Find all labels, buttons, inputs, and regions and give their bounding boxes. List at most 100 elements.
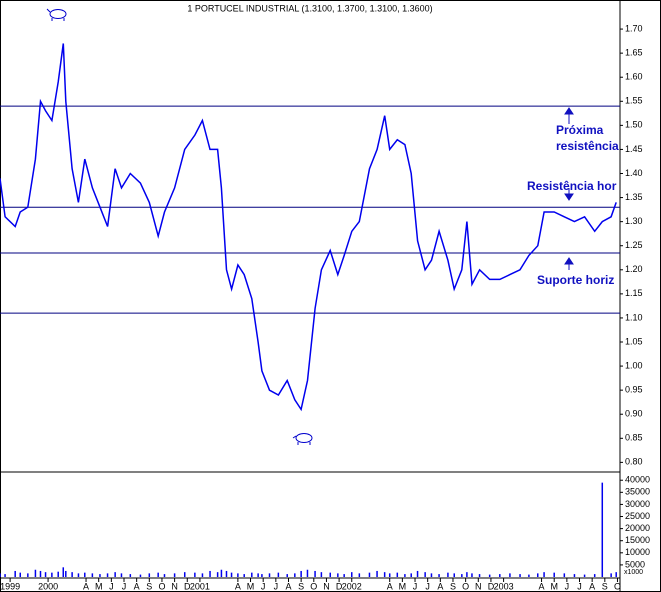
volume-bar	[573, 574, 576, 577]
volume-bar	[157, 572, 159, 577]
volume-bar	[424, 572, 426, 577]
volume-bar	[201, 573, 204, 577]
x-tick-label: 1999	[0, 581, 20, 591]
arrows	[564, 107, 574, 270]
y-tick-label: 1.60	[625, 72, 643, 82]
volume-bar	[220, 569, 223, 577]
x-tick-label: M	[399, 581, 407, 591]
y-tick-label: 1.30	[625, 216, 643, 226]
volume-bar	[183, 572, 186, 577]
x-tick-label: J	[413, 581, 418, 591]
volume-bar	[65, 570, 67, 577]
volume-bar	[84, 572, 86, 577]
volume-bar	[358, 573, 361, 577]
volume-bar	[44, 572, 47, 577]
y-tick-label: 0.90	[625, 409, 643, 419]
volume-bar	[237, 573, 239, 577]
volume-bar	[4, 574, 6, 577]
x-tick-label: A	[235, 581, 241, 591]
y-tick-label: 0.80	[625, 457, 643, 467]
x-tick-label: J	[274, 581, 279, 591]
y-tick-label: 1.35	[625, 192, 643, 202]
volume-bar	[306, 569, 309, 577]
y-tick-label: 1.15	[625, 288, 643, 298]
price-line	[0, 43, 617, 412]
volume-bar	[601, 482, 604, 577]
y2-tick-label: 25000	[625, 511, 650, 521]
x-tick-label: M	[550, 581, 558, 591]
volume-bar	[478, 574, 481, 577]
volume-bar	[300, 570, 302, 577]
x-tick-label: S	[602, 581, 608, 591]
x-tick-label: J	[109, 581, 114, 591]
y-tick-label: 1.50	[625, 120, 643, 130]
volume-bar	[173, 573, 176, 577]
volume-bar	[77, 573, 80, 577]
x-tick-label: J	[122, 581, 127, 591]
volume-bar	[243, 574, 245, 577]
volume-bar	[314, 570, 316, 577]
x-tick-label: A	[589, 581, 595, 591]
volume-bar	[368, 572, 371, 577]
volume-bar	[34, 569, 37, 577]
volume-bar	[537, 573, 539, 577]
volume-bar	[71, 572, 73, 577]
volume-bar	[261, 574, 263, 577]
volume-bar	[230, 572, 233, 577]
x-tick-label: D	[488, 581, 495, 591]
x-tick-label: M	[247, 581, 255, 591]
x-tick-label: 2000	[38, 581, 58, 591]
x-tick-label: D	[336, 581, 343, 591]
volume-bar	[286, 574, 288, 577]
y2-tick-label: 20000	[625, 523, 650, 533]
volume-bar	[563, 573, 566, 577]
y-tick-label: 1.55	[625, 96, 643, 106]
volume-bar	[120, 573, 123, 577]
x-tick-label: N	[323, 581, 330, 591]
chart-title: 1 PORTUCEL INDUSTRIAL (1.3100, 1.3700, 1…	[187, 3, 432, 13]
y-tick-label: 0.85	[625, 433, 643, 443]
volume-bar	[294, 573, 296, 577]
volume-bar	[461, 574, 463, 577]
x-tick-label: J	[577, 581, 582, 591]
x-tick-label: O	[158, 581, 165, 591]
volume-bar	[139, 574, 142, 577]
y-tick-label: 1.25	[625, 240, 643, 250]
annotation: Resistência hor	[527, 179, 617, 193]
volume-bar	[114, 572, 116, 577]
y-tick-label: 1.70	[625, 23, 643, 33]
volume-bar	[99, 574, 101, 577]
y-tick-label: 1.05	[625, 336, 643, 346]
volume-bar	[488, 574, 491, 577]
x-tick-label: O	[614, 581, 621, 591]
volume-bar	[519, 574, 521, 577]
volume-bar	[39, 570, 42, 577]
volume-unit: x1000	[624, 569, 643, 576]
x-tick-label: A	[285, 581, 291, 591]
annotation: Suporte horiz	[537, 273, 614, 287]
x-tick-label: D	[184, 581, 191, 591]
volume-bar	[376, 570, 378, 577]
volume-bar	[251, 572, 253, 577]
volume-bar	[268, 573, 271, 577]
x-tick-label: A	[539, 581, 545, 591]
volume-bar	[447, 572, 449, 577]
y-tick-label: 0.95	[625, 385, 643, 395]
y2-tick-label: 15000	[625, 535, 650, 545]
volume-bar	[438, 574, 440, 577]
volume-bar	[388, 573, 391, 577]
x-tick-label: S	[450, 581, 456, 591]
x-tick-label: 2003	[494, 581, 514, 591]
y2-tick-label: 10000	[625, 547, 650, 557]
volume-bar	[343, 574, 345, 577]
volume-bar	[471, 573, 473, 577]
x-tick-label: A	[437, 581, 443, 591]
volume-bar	[57, 571, 59, 577]
volume-bar	[194, 572, 196, 577]
volume-bar	[277, 572, 280, 577]
x-tick-label: O	[310, 581, 317, 591]
volume-bar	[91, 573, 94, 577]
x-tick-label: S	[146, 581, 152, 591]
volume-bar	[225, 570, 228, 577]
